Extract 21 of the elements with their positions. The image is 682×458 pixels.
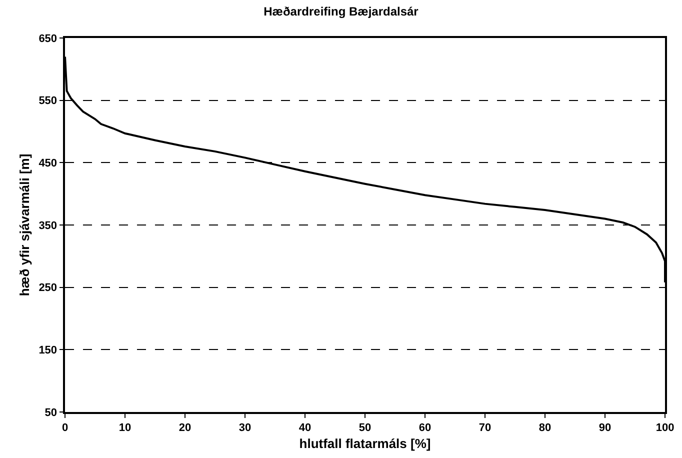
x-axis-title: hlutfall flatarmáls [%] <box>299 436 431 452</box>
x-tick-label: 50 <box>358 422 372 434</box>
x-tick-label: 10 <box>118 422 132 434</box>
y-tick-label: 250 <box>38 282 58 294</box>
x-tick-label: 80 <box>538 422 552 434</box>
y-tick-label: 50 <box>44 406 58 419</box>
x-tick-label: 30 <box>238 422 252 434</box>
x-tick-label: 20 <box>178 422 192 434</box>
y-tick-label: 650 <box>38 32 58 45</box>
x-tick-label: 0 <box>62 422 68 434</box>
y-tick-label: 350 <box>38 220 58 232</box>
y-tick-label: 550 <box>38 95 58 108</box>
chart-title: Hæðardreifing Bæjardalsár <box>264 4 419 18</box>
x-tick-label: 90 <box>598 422 612 434</box>
x-tick-label: 60 <box>418 422 432 434</box>
y-tick-label: 150 <box>38 344 58 357</box>
y-tick-label: 450 <box>38 158 58 170</box>
x-tick-label: 70 <box>478 422 492 434</box>
x-tick-label: 40 <box>298 422 312 434</box>
x-tick-label: 100 <box>656 422 674 434</box>
y-axis-title: hæð yfir sjávarmáli [m] <box>17 154 32 296</box>
